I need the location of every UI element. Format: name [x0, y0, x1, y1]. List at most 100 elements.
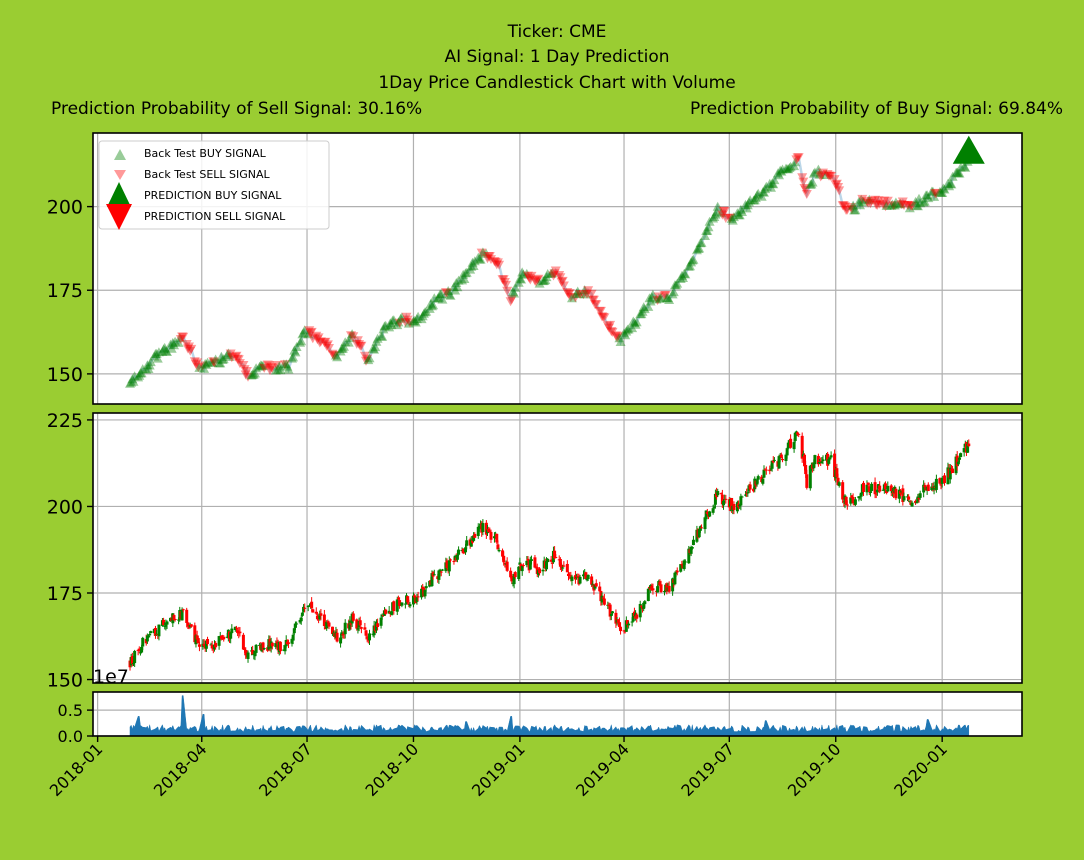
volume-panel-frame — [92, 691, 1023, 737]
candle-body — [638, 603, 642, 618]
bt-sell-marker — [499, 278, 510, 287]
bt-buy-marker — [128, 376, 139, 386]
candle-body — [651, 588, 655, 591]
candle-body — [870, 483, 874, 491]
bt-sell-marker — [591, 300, 602, 310]
bt-sell-marker — [556, 277, 567, 287]
legend-bt-sell-icon — [114, 170, 126, 180]
volume-y-axis: 0.00.5 — [58, 701, 93, 746]
bt-buy-marker — [809, 167, 820, 177]
legend-pred-sell-label: PREDICTION SELL SIGNAL — [144, 210, 286, 223]
bt-buy-marker — [938, 183, 949, 193]
bt-buy-marker — [676, 270, 687, 280]
bt-buy-marker — [451, 278, 462, 287]
bt-buy-marker — [369, 344, 380, 354]
bt-sell-marker — [863, 198, 874, 208]
candle-body — [472, 535, 476, 541]
bt-buy-marker — [579, 285, 590, 295]
bt-buy-marker — [643, 301, 654, 311]
candle-body — [850, 495, 854, 499]
candle-body — [202, 643, 206, 646]
title-ticker: Ticker: CME — [507, 22, 607, 42]
bt-buy-marker — [467, 257, 478, 267]
candle-body — [902, 496, 906, 501]
bt-buy-marker — [218, 354, 229, 364]
candle-body — [518, 562, 522, 565]
candle-body — [363, 627, 367, 630]
bt-buy-marker — [702, 225, 713, 235]
candle-body — [315, 615, 319, 620]
bt-buy-marker — [542, 269, 553, 278]
bt-buy-marker — [850, 205, 861, 215]
bt-buy-marker — [273, 364, 284, 374]
candle-body — [148, 633, 152, 636]
bt-buy-marker — [427, 301, 437, 311]
bt-sell-marker — [263, 361, 274, 371]
bt-buy-marker — [393, 317, 404, 327]
candle-body — [138, 652, 142, 654]
candle-body — [578, 576, 582, 584]
bt-buy-marker — [573, 289, 584, 299]
bt-buy-marker — [849, 205, 860, 215]
bt-sell-marker — [800, 185, 811, 195]
candle-body — [761, 478, 765, 484]
candle-body — [533, 557, 537, 568]
candle-body — [448, 559, 452, 561]
candle-body — [789, 438, 793, 448]
bt-buy-marker — [459, 274, 470, 283]
ytick-label-2: 200 — [47, 197, 83, 219]
bt-buy-marker — [278, 359, 289, 369]
candle-body — [804, 464, 808, 475]
bt-buy-marker — [425, 298, 436, 308]
bt-buy-marker — [752, 190, 763, 200]
bt-buy-marker — [727, 215, 738, 225]
legend-bt-buy-label: Back Test BUY SIGNAL — [144, 147, 267, 160]
bt-sell-marker — [305, 328, 316, 338]
candle-body — [379, 617, 383, 626]
bt-sell-marker — [903, 201, 914, 210]
candle-body — [922, 484, 926, 493]
bt-buy-marker — [364, 353, 375, 363]
bt-sell-marker — [359, 351, 370, 361]
ytick-label-3: 225 — [47, 410, 83, 432]
bt-buy-marker — [135, 368, 146, 378]
bt-buy-marker — [886, 200, 897, 210]
bt-buy-marker — [385, 318, 396, 328]
bt-buy-marker — [750, 193, 761, 203]
candle-body — [883, 483, 887, 490]
candle-body — [229, 632, 233, 639]
bt-sell-marker — [888, 201, 899, 211]
candle-body — [222, 636, 226, 640]
bt-sell-marker — [304, 326, 315, 336]
bt-sell-marker — [874, 199, 885, 209]
bt-sell-marker — [181, 340, 192, 349]
candle-body — [439, 571, 443, 573]
candle-body — [513, 572, 517, 578]
bt-sell-marker — [570, 293, 581, 303]
bt-sell-marker — [896, 200, 907, 210]
bt-sell-marker — [185, 346, 196, 356]
bt-sell-marker — [831, 179, 842, 189]
candle-body — [364, 630, 368, 636]
bt-sell-marker — [878, 200, 889, 210]
candle-body — [785, 448, 789, 456]
bt-buy-marker — [127, 374, 138, 384]
signals-y-axis: 150 175 200 — [47, 197, 93, 386]
bt-buy-marker — [521, 268, 532, 278]
bt-buy-marker — [457, 275, 468, 285]
candle-body — [704, 510, 708, 520]
candle-body — [214, 642, 218, 648]
bt-buy-marker — [388, 315, 399, 325]
candle-body — [278, 641, 282, 652]
bt-buy-marker — [637, 306, 648, 316]
bt-sell-marker — [846, 204, 857, 214]
bt-buy-marker — [396, 312, 407, 322]
bt-buy-marker — [194, 362, 205, 372]
bt-sell-marker — [612, 333, 623, 343]
candle-body — [859, 492, 863, 497]
bt-buy-marker — [704, 216, 715, 226]
candle-body — [408, 604, 412, 607]
bt-sell-marker — [872, 200, 883, 210]
candle-body — [295, 623, 299, 625]
candle-body — [241, 634, 245, 650]
